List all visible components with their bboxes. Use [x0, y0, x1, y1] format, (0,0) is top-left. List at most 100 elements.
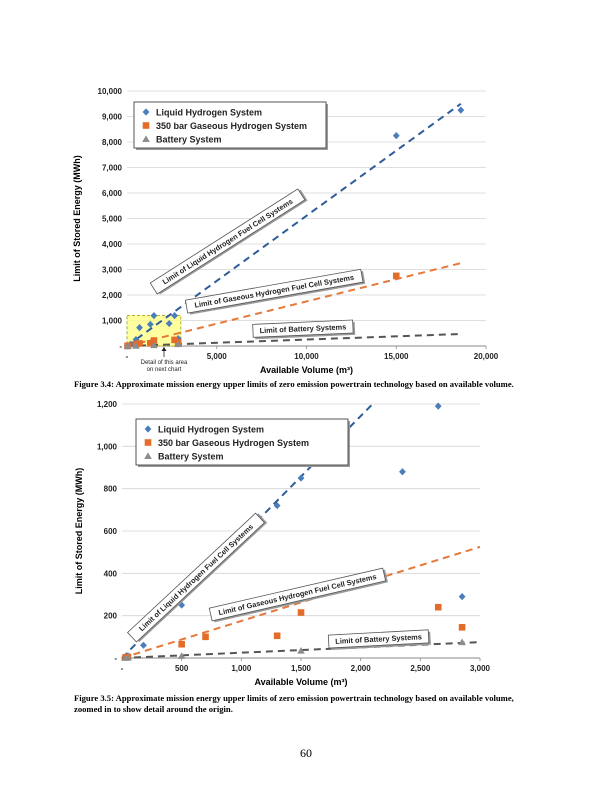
data-point-battery — [177, 652, 186, 659]
y-tick-label: 10,000 — [98, 87, 123, 96]
y-tick-label: 1,000 — [97, 442, 118, 451]
figure-caption-3-4: Figure 3.4: Approximate mission energy u… — [74, 379, 514, 389]
data-point-battery — [174, 340, 182, 348]
data-point-gaseous-hydrogen — [136, 340, 143, 347]
limit-line-liquid-hydrogen — [126, 102, 462, 347]
y-tick-label: 9,000 — [102, 113, 123, 122]
data-point-liquid-hydrogen — [457, 106, 465, 114]
data-point-gaseous-hydrogen — [178, 640, 185, 648]
data-point-liquid-hydrogen — [146, 320, 154, 328]
legend-label-gaseous-hydrogen: 350 bar Gaseous Hydrogen System — [156, 121, 307, 131]
y-axis-title: Limit of Stored Energy (MWh) — [72, 155, 82, 282]
x-tick-label: 1,500 — [291, 664, 312, 673]
x-tick-label: 3,000 — [470, 664, 491, 673]
y-axis-title: Limit of Stored Energy (MWh) — [74, 468, 84, 595]
y-tick-label: 800 — [104, 485, 118, 494]
legend-marker-battery — [144, 452, 152, 459]
y-tick-label: 1,200 — [97, 400, 118, 409]
x-axis-title: Available Volume (m³) — [260, 365, 353, 375]
limit-line-gaseous-hydrogen — [126, 262, 462, 347]
data-point-battery — [124, 342, 132, 349]
x-tick-label: 20,000 — [474, 352, 499, 361]
limit-label-box — [327, 629, 430, 649]
data-point-liquid-hydrogen — [165, 319, 173, 328]
limit-label-text: Limit of Gaseous Hydrogen Fuel Cell Syst… — [194, 273, 355, 310]
limit-line-gaseous-hydrogen — [121, 545, 481, 659]
data-point-gaseous-hydrogen — [273, 632, 281, 640]
data-point-battery — [458, 638, 466, 646]
limit-label-box — [252, 319, 354, 338]
note-arrow-head — [161, 347, 167, 351]
y-tick-label: 6,000 — [102, 189, 123, 198]
x-tick-label: 2,000 — [351, 664, 372, 673]
data-point-liquid-hydrogen — [458, 593, 466, 601]
x-tick-label: - — [121, 664, 124, 673]
data-point-gaseous-hydrogen — [147, 340, 154, 347]
series-battery — [121, 638, 466, 661]
data-point-liquid-hydrogen — [297, 474, 305, 482]
legend: Liquid Hydrogen System 350 bar Gaseous Hy… — [133, 101, 328, 150]
chart-energy-vs-volume: - 1,000 2,000 3,000 4,000 5,000 6,000 7,000 8,00… — [72, 87, 499, 375]
limit-label-box — [208, 567, 387, 622]
legend: Liquid Hydrogen System 350 bar Gaseous Hy… — [135, 418, 350, 467]
data-point-battery — [150, 341, 158, 349]
y-tick-label: 4,000 — [102, 240, 123, 249]
legend-box — [133, 101, 327, 149]
limit-label-box — [126, 512, 265, 643]
y-tick-label: 200 — [104, 612, 118, 621]
x-tick-label: 15,000 — [384, 352, 409, 361]
data-point-gaseous-hydrogen — [392, 272, 400, 280]
data-point-liquid-hydrogen — [399, 468, 406, 476]
limit-label-liquid-hydrogen: Limit of Liquid Hydrogen Fuel Cell Syste… — [126, 512, 268, 643]
limit-label-text: Limit of Battery Systems — [259, 322, 346, 335]
y-tick-label: 7,000 — [102, 164, 123, 173]
x-tick-label: 2,500 — [410, 664, 431, 673]
legend-label-battery: Battery System — [156, 134, 222, 144]
limit-label-box — [184, 268, 364, 314]
limit-label-liquid-hydrogen: Limit of Liquid Hydrogen Fuel Cell Syste… — [149, 188, 308, 295]
x-axis-title: Available Volume (m³) — [254, 677, 347, 687]
data-point-battery — [132, 342, 140, 349]
legend-label-liquid-hydrogen: Liquid Hydrogen System — [158, 424, 264, 434]
data-point-liquid-hydrogen — [140, 641, 147, 649]
y-tick-label: 600 — [104, 527, 118, 536]
page-number: 60 — [300, 746, 312, 760]
x-tick-label: 5,000 — [207, 352, 228, 361]
data-point-gaseous-hydrogen — [171, 336, 178, 344]
chart-energy-vs-volume-zoomed: - 200 400 600 800 1,000 1,200 - 500 1,000 1,500 2,0… — [74, 400, 491, 687]
limit-label-gaseous-hydrogen: Limit of Gaseous Hydrogen Fuel Cell Syst… — [184, 268, 366, 315]
y-tick-label: 1,000 — [102, 317, 123, 326]
limit-line-battery — [126, 333, 461, 347]
legend-label-battery: Battery System — [158, 451, 224, 461]
x-tick-label: 1,000 — [231, 664, 252, 673]
data-point-battery — [297, 646, 305, 654]
limit-label-text: Limit of Gaseous Hydrogen Fuel Cell Syst… — [218, 572, 378, 617]
data-point-gaseous-hydrogen — [458, 624, 466, 631]
y-tick-label: 2,000 — [102, 291, 123, 300]
x-tick-label: 500 — [175, 664, 189, 673]
legend-marker-liquid-hydrogen — [144, 425, 152, 433]
x-tick-label: - — [126, 352, 129, 361]
y-tick-label: 5,000 — [102, 215, 123, 224]
legend-marker-gaseous-hydrogen — [144, 439, 152, 446]
legend-marker-gaseous-hydrogen — [142, 122, 150, 129]
highlight-note-text: on next chart — [147, 367, 182, 373]
data-point-gaseous-hydrogen — [150, 337, 158, 344]
data-point-battery — [124, 653, 132, 661]
data-point-gaseous-hydrogen — [297, 609, 305, 616]
x-tick-label: 10,000 — [294, 352, 319, 361]
y-tick-label: - — [119, 342, 122, 351]
data-point-gaseous-hydrogen — [202, 633, 209, 641]
legend-label-liquid-hydrogen: Liquid Hydrogen System — [156, 107, 262, 117]
y-tick-label: - — [114, 654, 117, 663]
figure-caption-3-5: Figure 3.5: Approximate mission energy u… — [74, 693, 514, 714]
y-tick-label: 3,000 — [102, 266, 123, 275]
legend-box — [135, 418, 349, 466]
y-tick-label: 8,000 — [102, 138, 123, 147]
legend-marker-battery — [142, 135, 150, 142]
limit-label-battery: Limit of Battery Systems — [327, 629, 431, 650]
y-tick-label: 400 — [104, 569, 118, 578]
data-point-liquid-hydrogen — [392, 132, 400, 140]
highlight-note-text: Detail of this area — [141, 360, 188, 366]
series-battery — [123, 340, 182, 349]
